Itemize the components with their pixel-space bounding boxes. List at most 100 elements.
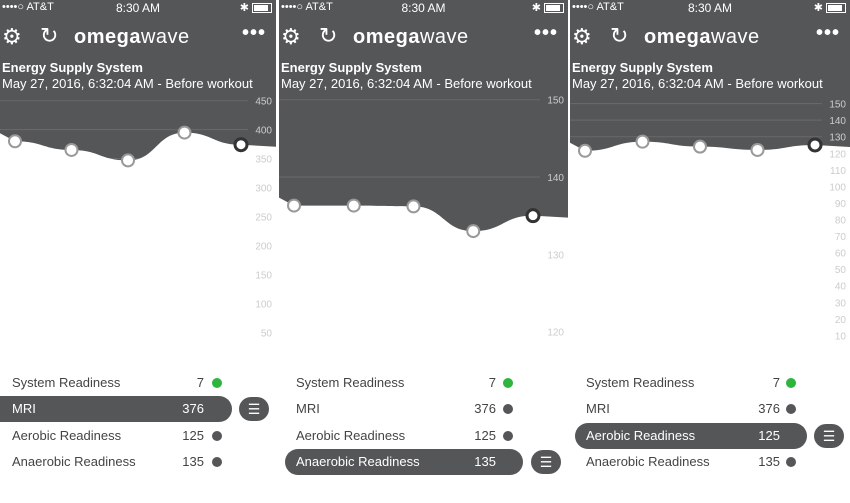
title-text: Energy Supply System [2, 60, 143, 75]
reading-value: 135 [758, 454, 780, 469]
data-point [177, 125, 192, 140]
data-point [525, 208, 541, 224]
reading-value: 7 [772, 375, 780, 390]
y-tick-label: 130 [547, 250, 564, 261]
clock-text: 8:30 AM [687, 1, 733, 15]
y-tick-label: 100 [829, 182, 846, 193]
y-tick-label: 10 [835, 331, 847, 342]
reading-value: 135 [182, 454, 204, 469]
reading-value: 376 [474, 401, 496, 416]
y-tick-label: 60 [835, 249, 847, 260]
reading-row-system[interactable]: System Readiness 7 [279, 370, 568, 396]
subtitle-text: May 27, 2016, 6:32:04 AM - Before workou… [281, 76, 532, 91]
chart-area [570, 92, 850, 151]
data-point [466, 224, 481, 239]
reading-row-aerobic[interactable]: Aerobic Readiness 125 ☰ [570, 423, 850, 449]
carrier-text: ••••○ AT&T [281, 1, 333, 13]
data-point [693, 139, 707, 154]
carrier-text: ••••○ AT&T [2, 1, 54, 13]
reading-row-mri[interactable]: MRI 376 [279, 396, 568, 422]
reading-label: System Readiness [296, 375, 405, 390]
data-point [750, 142, 765, 157]
y-tick-label: 150 [255, 271, 272, 282]
data-point [406, 199, 421, 214]
data-point [346, 198, 361, 213]
app-bar: ⚙ ↻ omegawave ••• [0, 20, 276, 54]
reading-label: MRI [12, 401, 36, 416]
list-menu-icon[interactable]: ☰ [814, 424, 844, 448]
header: ••••○ AT&T 8:30 AM ✱ ⚙ ↻ omegawave ••• E… [279, 0, 568, 100]
subtitle-text: May 27, 2016, 6:32:04 AM - Before workou… [572, 76, 823, 91]
phone-screen-anaerobic: ••••○ AT&T 8:30 AM ✱ ⚙ ↻ omegawave ••• E… [279, 0, 568, 503]
header: ••••○ AT&T 8:30 AM ✱ ⚙ ↻ omegawave ••• E… [570, 0, 850, 100]
reading-value: 376 [182, 401, 204, 416]
y-tick-label: 50 [835, 265, 847, 276]
reading-row-mri[interactable]: MRI 376 [570, 396, 850, 422]
carrier-text: ••••○ AT&T [572, 1, 624, 13]
mri-area-chart: 450 400 350 300 250 200 150 100 50 [0, 92, 276, 340]
data-point [8, 134, 22, 149]
settings-gear-icon[interactable]: ⚙ [281, 24, 301, 49]
panel-divider [568, 0, 571, 503]
y-tick-label: 50 [261, 329, 273, 340]
reading-row-aerobic[interactable]: Aerobic Readiness 125 [279, 423, 568, 449]
reading-label: Anaerobic Readiness [586, 454, 710, 469]
clock-text: 8:30 AM [115, 1, 161, 15]
refresh-icon[interactable]: ↻ [610, 23, 629, 48]
status-dot [786, 457, 796, 467]
y-tick-label: 130 [829, 133, 846, 144]
list-menu-icon[interactable]: ☰ [239, 397, 269, 421]
data-point [635, 134, 650, 149]
status-dot [786, 404, 796, 414]
reading-row-mri[interactable]: MRI 376 ☰ [0, 396, 276, 422]
status-bar: ••••○ AT&T 8:30 AM ✱ [0, 0, 276, 16]
reading-value: 376 [758, 401, 780, 416]
reading-label: System Readiness [12, 375, 121, 390]
y-tick-label: 40 [835, 282, 847, 293]
aerobic-area-chart: 150 140 130 120 110 100 90 80 70 60 50 40 30 20 10 [570, 92, 850, 342]
title-text: Energy Supply System [281, 60, 422, 75]
reading-row-anaerobic[interactable]: Anaerobic Readiness 135 [570, 449, 850, 475]
y-tick-label: 140 [547, 173, 564, 184]
reading-label: Aerobic Readiness [586, 428, 696, 443]
omegawave-logo: omegawave [353, 26, 469, 48]
phone-screen-aerobic: ••••○ AT&T 8:30 AM ✱ ⚙ ↻ omegawave ••• E… [570, 0, 850, 503]
status-dot [503, 431, 513, 441]
refresh-icon[interactable]: ↻ [40, 23, 59, 48]
battery-icon: ✱ [814, 1, 846, 14]
settings-gear-icon[interactable]: ⚙ [2, 24, 22, 49]
reading-row-anaerobic[interactable]: Anaerobic Readiness 135 [0, 449, 276, 475]
status-dot [212, 457, 222, 467]
y-tick-label: 80 [835, 216, 847, 227]
reading-row-system[interactable]: System Readiness 7 [0, 370, 276, 396]
reading-row-aerobic[interactable]: Aerobic Readiness 125 [0, 423, 276, 449]
reading-row-anaerobic[interactable]: Anaerobic Readiness 135 ☰ [279, 449, 568, 475]
y-tick-label: 20 [835, 315, 847, 326]
y-tick-label: 140 [829, 116, 846, 127]
data-point [233, 137, 249, 153]
status-dot [503, 404, 513, 414]
reading-label: Aerobic Readiness [296, 428, 406, 443]
app-bar: ⚙ ↻ omegawave ••• [570, 20, 850, 54]
subtitle-text: May 27, 2016, 6:32:04 AM - Before workou… [2, 76, 253, 91]
reading-label: Anaerobic Readiness [12, 454, 136, 469]
battery-icon: ✱ [532, 1, 564, 14]
y-tick-label: 200 [255, 242, 272, 253]
clock-text: 8:30 AM [401, 1, 446, 15]
more-menu-icon[interactable]: ••• [241, 22, 266, 44]
data-point [121, 153, 135, 168]
y-tick-label: 450 [255, 97, 272, 108]
chart-area [279, 92, 568, 232]
reading-row-system[interactable]: System Readiness 7 [570, 370, 850, 396]
y-tick-label: 150 [547, 96, 564, 107]
battery-icon: ✱ [240, 1, 272, 14]
data-point [64, 142, 79, 157]
settings-gear-icon[interactable]: ⚙ [572, 24, 592, 49]
more-menu-icon[interactable]: ••• [815, 22, 840, 44]
list-menu-icon[interactable]: ☰ [531, 450, 561, 474]
y-tick-label: 90 [835, 199, 847, 210]
more-menu-icon[interactable]: ••• [533, 22, 558, 44]
header: ••••○ AT&T 8:30 AM ✱ ⚙ ↻ omegawave ••• E… [0, 0, 276, 100]
refresh-icon[interactable]: ↻ [319, 23, 338, 48]
reading-label: MRI [296, 401, 320, 416]
